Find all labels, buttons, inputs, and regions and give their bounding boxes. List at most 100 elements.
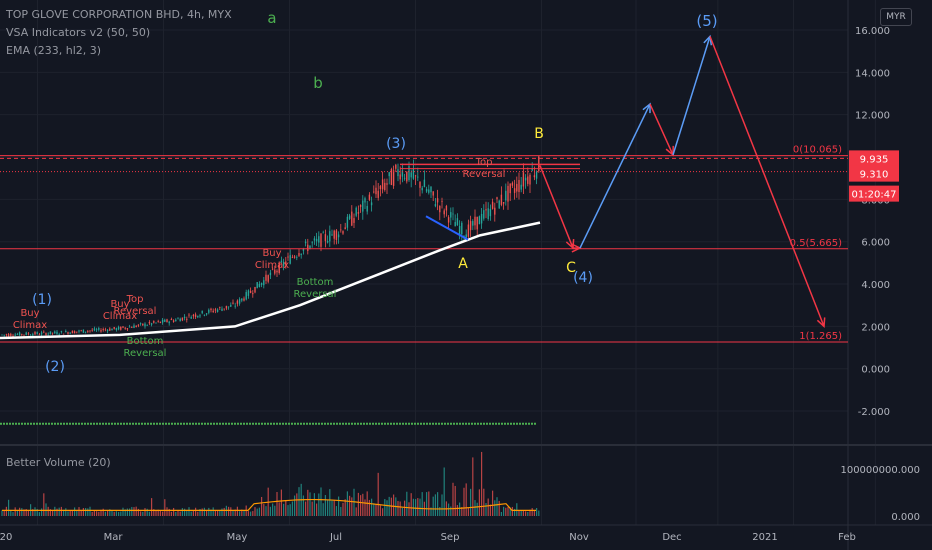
volume-bar <box>522 510 524 516</box>
volume-bar <box>485 502 487 516</box>
candle-body <box>245 292 247 300</box>
candle-body <box>375 187 377 195</box>
candle-body <box>172 320 175 322</box>
candle-body <box>238 299 241 304</box>
volume-bar <box>122 507 124 516</box>
volume-bar <box>254 507 256 516</box>
candle-body <box>531 168 533 171</box>
volume-bar <box>538 510 540 516</box>
candle-body <box>142 323 144 326</box>
candle-body <box>194 314 197 317</box>
volume-bar <box>489 504 491 516</box>
volume-legend[interactable]: Better Volume (20) <box>6 456 111 469</box>
volume-bar <box>232 510 234 516</box>
volume-tick-label: 0.000 <box>891 512 920 523</box>
candle-body <box>412 168 415 179</box>
symbol-legend[interactable]: TOP GLOVE CORPORATION BHD, 4h, MYX <box>6 7 232 22</box>
volume-bar <box>261 496 263 516</box>
wave-label-a: a <box>267 9 276 27</box>
time-axis[interactable]: 20 Mar May Jul Sep Nov Dec 2021 Feb <box>0 532 856 543</box>
volume-bar <box>287 505 289 516</box>
volume-bar <box>100 509 102 516</box>
candle-body <box>390 169 393 185</box>
candle-body <box>91 329 93 331</box>
candle-body <box>285 261 287 265</box>
volume-bar <box>375 503 377 516</box>
volume-bar <box>76 510 78 516</box>
candle-body <box>348 215 351 219</box>
candle-body <box>170 318 173 321</box>
volume-bar <box>69 510 71 516</box>
candle-body <box>452 213 454 215</box>
candle-body <box>58 334 60 335</box>
volume-bar <box>415 499 417 516</box>
volume-bar <box>408 502 410 516</box>
candle-body <box>10 333 12 336</box>
volume-bar <box>351 497 353 516</box>
candle-body <box>293 256 296 258</box>
currency-button[interactable]: MYR <box>880 8 912 26</box>
volume-bar <box>124 509 126 516</box>
indicator-legend-ema[interactable]: EMA (233, hl2, 3) <box>6 43 101 58</box>
candle-body <box>298 252 300 256</box>
candle-body <box>40 332 43 335</box>
volume-bar <box>430 507 432 516</box>
volume-tick-label: 100000000.000 <box>840 465 920 476</box>
candle-body <box>469 221 472 231</box>
volume-bar <box>173 507 175 516</box>
volume-bar <box>195 507 197 516</box>
volume-bar <box>135 506 137 516</box>
volume-bar <box>5 506 7 516</box>
volume-bar <box>113 511 115 516</box>
volume-bar <box>335 506 337 516</box>
candle-body <box>25 332 27 335</box>
volume-bar <box>85 508 87 516</box>
volume-bar <box>104 511 106 516</box>
volume-bar <box>164 499 166 516</box>
volume-bar <box>142 511 144 516</box>
candle-body <box>221 308 223 311</box>
candle-body <box>186 318 188 320</box>
candle-body <box>76 331 78 333</box>
price-axis[interactable]: 16.00014.00012.00010.0008.0006.0004.0002… <box>840 26 920 523</box>
volume-bar <box>140 511 142 516</box>
indicator-legend-vsa[interactable]: VSA Indicators v2 (50, 50) <box>6 25 150 40</box>
volume-bar <box>58 507 60 516</box>
volume-bar <box>223 507 225 516</box>
volume-bar <box>448 503 450 516</box>
volume-bar <box>439 506 441 516</box>
volume-bar <box>38 512 40 516</box>
volume-bar <box>186 511 188 516</box>
candle-body <box>527 176 529 184</box>
candle-body <box>192 314 195 317</box>
volume-bar <box>443 467 445 516</box>
candle-body <box>276 270 278 273</box>
candle-body <box>199 315 201 317</box>
last-high-badge-bg <box>849 150 899 167</box>
candle-body <box>287 256 289 258</box>
volume-bar <box>349 495 351 516</box>
bottom-reversal-label-line2: Reversal <box>124 348 167 359</box>
buy-climax-label-line2: Climax <box>103 311 137 322</box>
candle-body <box>43 331 45 333</box>
price-tick-label: 4.000 <box>861 280 890 291</box>
buy-climax-label-line2: Climax <box>13 320 47 331</box>
volume-bar <box>133 507 135 516</box>
candle-body <box>265 274 267 281</box>
volume-bar <box>82 508 84 516</box>
volume-bar <box>201 508 203 516</box>
candle-body <box>289 255 291 264</box>
buy-climax-label-line1: Buy <box>110 299 129 310</box>
volume-bar <box>454 485 456 516</box>
candle-body <box>423 179 426 188</box>
candle-body <box>280 260 283 263</box>
candle-body <box>78 330 80 332</box>
candle-body <box>439 205 441 213</box>
candle-body <box>102 329 104 331</box>
candle-body <box>346 216 349 228</box>
last-high-badge: 9.935 <box>860 154 889 165</box>
volume-bar <box>459 502 461 516</box>
volume-bar <box>291 501 293 516</box>
candle-body <box>51 332 54 334</box>
